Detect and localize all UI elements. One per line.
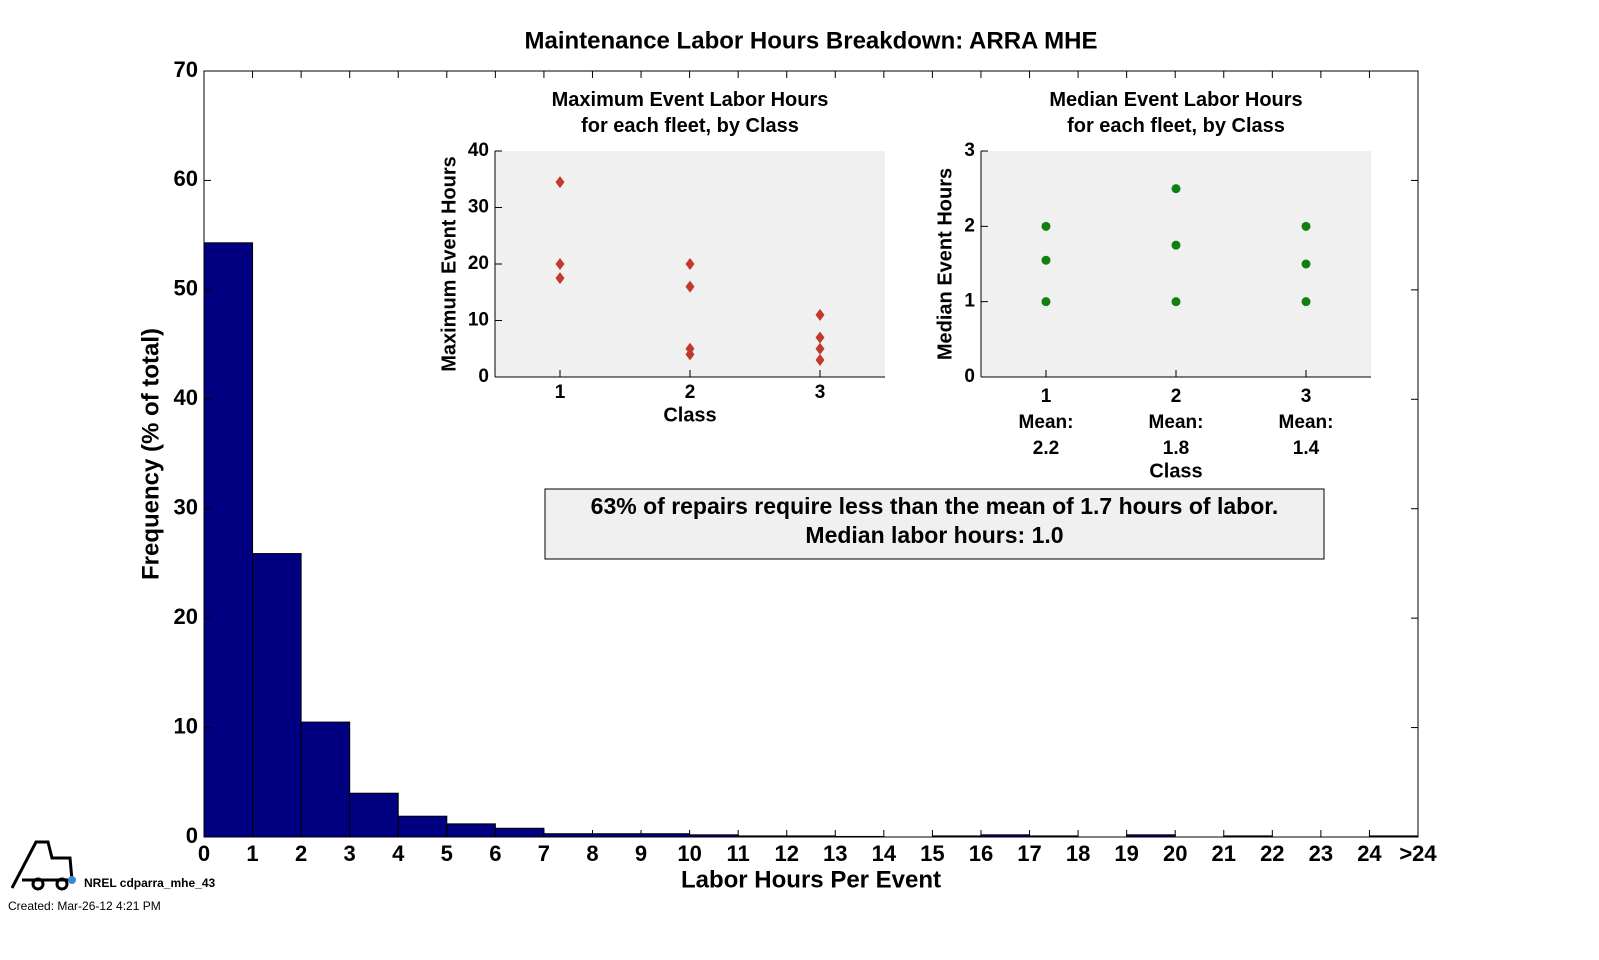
- x-tick-label: 20: [1163, 841, 1187, 866]
- point: [1301, 221, 1311, 231]
- annotation: Median labor hours: 1.0: [805, 522, 1063, 548]
- x-tick-label: >24: [1399, 841, 1437, 866]
- x-tick-label: 2: [295, 841, 307, 866]
- x-tick-label: 13: [823, 841, 847, 866]
- x-tick-label: 1: [555, 382, 566, 403]
- x-tick-label: 6: [489, 841, 501, 866]
- point: [815, 354, 825, 367]
- x-tick-label: 22: [1260, 841, 1284, 866]
- x-tick-label: 0: [198, 841, 210, 866]
- point: [815, 308, 825, 321]
- x-tick-label: 24: [1357, 841, 1382, 866]
- bar: [397, 815, 448, 838]
- chart-scatter: 0 10 20 30 40 1 2 3 Maximum Event Labor Hours for…: [438, 89, 885, 426]
- point: [555, 258, 565, 270]
- chart-title: Median Event Labor Hours for each fleet, …: [1049, 89, 1302, 137]
- bar: [300, 721, 351, 838]
- y-tick-label: 10: [468, 310, 489, 331]
- x-tick-label: 16: [969, 841, 993, 866]
- point: [685, 258, 695, 270]
- y-tick-label: 0: [478, 366, 489, 387]
- bar: [252, 553, 302, 838]
- y-tick-label: 0: [964, 366, 975, 387]
- chart-title: Maximum Event Labor Hours for each fleet,…: [552, 89, 829, 137]
- y-tick-label: 10: [174, 713, 198, 738]
- bar: [494, 827, 545, 838]
- y-axis-label: Maximum Event Hours: [438, 156, 460, 372]
- y-tick-label: 70: [174, 57, 198, 82]
- y-tick-label: 30: [468, 197, 489, 218]
- point: [1171, 184, 1181, 194]
- y-tick-label: 40: [468, 140, 489, 161]
- point: [1171, 297, 1181, 307]
- y-tick-label: 2: [964, 215, 975, 236]
- x-tick-label: 3: [815, 382, 826, 403]
- x-tick-label: 5: [441, 841, 453, 866]
- point: [555, 176, 565, 189]
- x-tick-label: 14: [872, 841, 897, 866]
- footer-label: NREL cdparra_mhe_43: [84, 876, 216, 890]
- point: [815, 331, 825, 344]
- x-tick-label: 3 Mean: 1.4: [1279, 386, 1334, 459]
- point: [1041, 221, 1051, 231]
- footer-icon: [10, 840, 76, 891]
- x-tick-label: 1 Mean: 2.2: [1019, 386, 1074, 459]
- x-tick-label: 12: [774, 841, 798, 866]
- x-tick-label: 17: [1017, 841, 1041, 866]
- y-axis-label: Frequency (% of total): [137, 328, 164, 580]
- annotation: 63% of repairs require less than the mea…: [591, 493, 1279, 519]
- x-axis-label: Labor Hours Per Event: [681, 866, 941, 893]
- x-tick-label: 4: [392, 841, 405, 866]
- annotation-box: [544, 488, 1325, 560]
- chart-scatter: 0 1 2 3 1 Mean: 2.2 2 Mean: 1.8 3 Mean: 1.4 Median Ev…: [934, 89, 1371, 482]
- x-tick-label: 19: [1114, 841, 1138, 866]
- point: [1301, 297, 1311, 307]
- bar: [349, 792, 399, 838]
- x-tick-label: 23: [1309, 841, 1333, 866]
- y-tick-label: 50: [174, 276, 198, 301]
- y-tick-label: 1: [964, 291, 975, 312]
- x-tick-label: 1: [246, 841, 258, 866]
- y-tick-label: 60: [174, 166, 198, 191]
- footer-created: Created: Mar-26-12 4:21 PM: [8, 899, 161, 913]
- y-tick-label: 20: [468, 253, 489, 274]
- axes-box: [203, 70, 1419, 838]
- point: [1041, 297, 1051, 307]
- point: [1041, 255, 1051, 265]
- point: [685, 348, 695, 361]
- bar: [203, 242, 254, 838]
- x-tick-label: 11: [727, 841, 750, 866]
- point: [1171, 240, 1181, 250]
- point: [555, 272, 565, 285]
- y-axis-label: Median Event Hours: [934, 168, 956, 360]
- y-tick-label: 40: [174, 385, 198, 410]
- x-tick-label: 21: [1212, 841, 1236, 866]
- bar: [446, 823, 496, 838]
- x-tick-label: 18: [1066, 841, 1090, 866]
- x-tick-label: 2 Mean: 1.8: [1149, 386, 1204, 459]
- y-tick-label: 30: [174, 495, 198, 520]
- y-tick-label: 20: [174, 604, 198, 629]
- x-tick-label: 10: [677, 841, 701, 866]
- x-tick-label: 8: [586, 841, 598, 866]
- point: [685, 280, 695, 293]
- chart-title: Maintenance Labor Hours Breakdown: ARRA …: [525, 27, 1098, 54]
- x-axis-label: Class: [663, 404, 716, 426]
- point: [1301, 259, 1311, 269]
- x-tick-label: 9: [635, 841, 647, 866]
- x-axis-label: Class: [1149, 460, 1202, 482]
- y-tick-label: 0: [186, 823, 198, 848]
- x-tick-label: 15: [920, 841, 944, 866]
- point: [815, 342, 825, 355]
- x-tick-label: 2: [685, 382, 696, 403]
- x-tick-label: 7: [538, 841, 550, 866]
- x-tick-label: 3: [344, 841, 356, 866]
- y-tick-label: 3: [964, 140, 975, 161]
